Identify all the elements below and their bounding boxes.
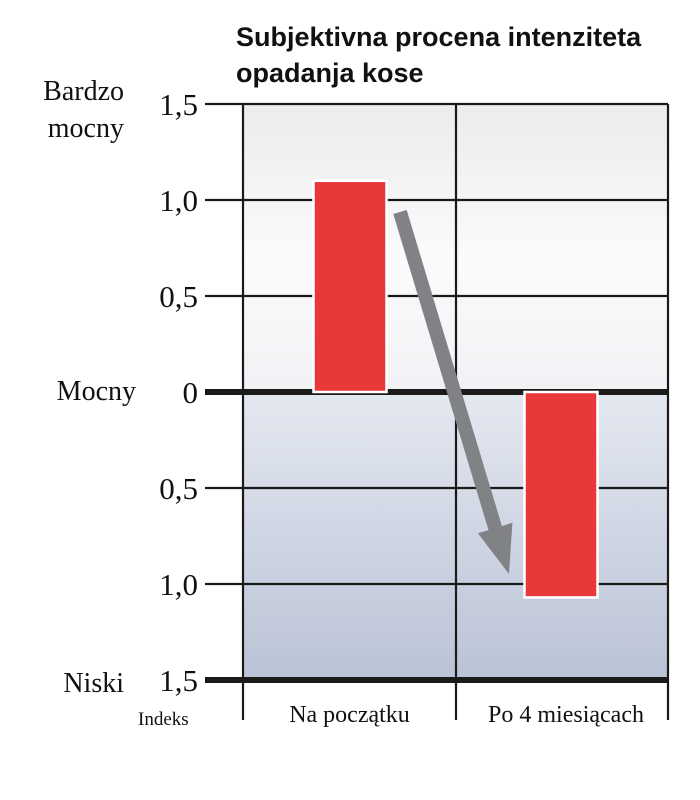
y-side-label-middle: Mocny: [57, 376, 136, 407]
y-side-label-bottom: Niski: [63, 668, 124, 699]
y-tick-label: 1,0: [159, 567, 198, 602]
x-axis-caption: Indeks: [138, 709, 189, 730]
y-tick-label: 1,5: [159, 663, 198, 698]
y-side-label-top-1: Bardzo: [43, 76, 124, 107]
y-side-label-top-2: mocny: [48, 113, 124, 144]
y-tick-label: 1,0: [159, 183, 198, 218]
y-tick-label: 0,5: [159, 471, 198, 506]
y-tick-label: 0,5: [159, 279, 198, 314]
chart-title-line-1: Subjektivna procena intenziteta: [236, 22, 642, 52]
x-category-label: Na początku: [289, 702, 410, 728]
y-tick-label: 1,5: [159, 87, 198, 122]
trend-arrow: [393, 210, 513, 574]
y-tick-label: 0: [183, 375, 199, 410]
x-category-label: Po 4 miesiącach: [488, 702, 644, 728]
bar: [523, 390, 599, 599]
bar: [312, 179, 388, 394]
chart-title-line-2: opadanja kose: [236, 58, 424, 88]
